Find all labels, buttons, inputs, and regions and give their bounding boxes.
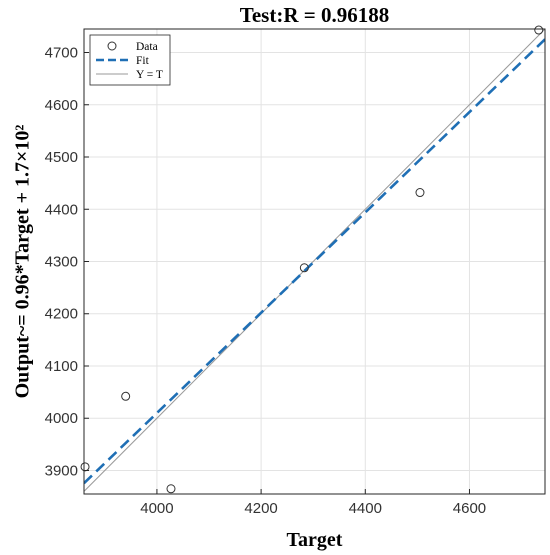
x-tick-label: 4200 — [244, 500, 277, 517]
x-axis-label: Target — [287, 529, 343, 551]
y-tick-label: 4100 — [45, 358, 78, 375]
y-tick-label: 4500 — [45, 149, 78, 166]
x-tick-label: 4400 — [349, 500, 382, 517]
y-axis-label: Output~= 0.96*Target + 1.7×10² — [12, 125, 34, 399]
y-ticks: 3900 4000 4100 4200 4300 4400 4500 4600 4700 — [45, 45, 89, 479]
data-point — [166, 484, 176, 494]
chart-title: Test:R = 0.96188 — [240, 3, 389, 27]
y-tick-label: 4300 — [45, 254, 78, 271]
y-tick-label: 4200 — [45, 306, 78, 323]
x-ticks: 4000 4200 4400 4600 — [140, 489, 486, 517]
data-points — [80, 25, 544, 494]
data-point — [299, 263, 309, 273]
data-point — [415, 188, 425, 198]
data-point — [121, 391, 131, 401]
data-point — [534, 25, 544, 35]
y-tick-label: 3900 — [45, 462, 78, 479]
legend-label: Y = T — [136, 69, 163, 81]
fit-line — [84, 38, 545, 485]
grid — [84, 29, 545, 494]
legend-marker-circle — [107, 41, 117, 51]
legend: Data Fit Y = T — [89, 34, 171, 86]
legend-label: Data — [136, 41, 158, 53]
y-tick-label: 4600 — [45, 97, 78, 114]
y-tick-label: 4400 — [45, 201, 78, 218]
y-tick-label: 4000 — [45, 410, 78, 427]
y-tick-label: 4700 — [45, 45, 78, 62]
series-lines — [84, 29, 545, 492]
identity-line — [84, 29, 545, 492]
legend-label: Fit — [136, 55, 150, 67]
x-tick-label: 4600 — [453, 500, 486, 517]
data-point — [80, 462, 90, 472]
x-tick-label: 4000 — [140, 500, 173, 517]
